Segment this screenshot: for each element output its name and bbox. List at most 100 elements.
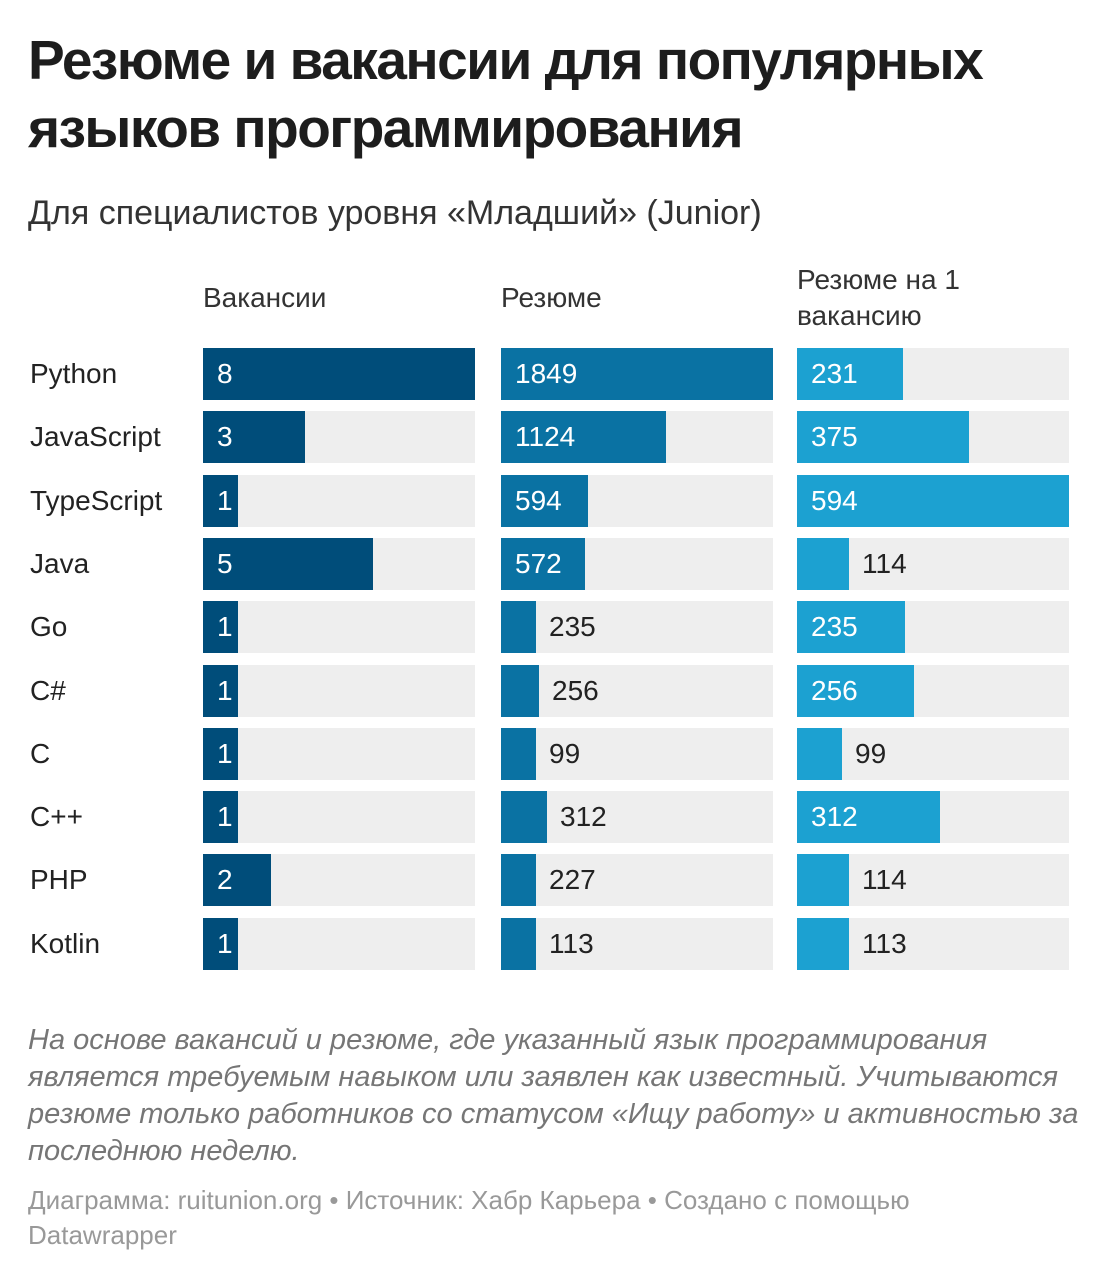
bar (501, 664, 539, 717)
bar (797, 854, 849, 907)
chart-title: Резюме и вакансии для популярных языков … (28, 29, 984, 159)
bar (203, 917, 238, 970)
bar-track: 312 (501, 791, 773, 844)
data-label: 312 (560, 801, 607, 833)
bar-track: 5 (203, 537, 475, 590)
data-label: 5 (217, 547, 233, 579)
data-label: 1 (217, 484, 233, 516)
bar (797, 474, 1069, 527)
chart-footer: Диаграмма: ruitunion.org • Источник: Хаб… (28, 1185, 910, 1250)
bar-track: 113 (501, 917, 773, 970)
bar-track: 1 (203, 474, 475, 527)
bar-track: 99 (501, 727, 773, 780)
data-label: 114 (862, 864, 907, 896)
data-label: 1 (217, 737, 233, 769)
bar-track: 227 (501, 854, 773, 907)
data-label: 227 (549, 864, 596, 896)
data-label: 113 (862, 927, 907, 959)
bar (797, 791, 940, 844)
bar-track: 114 (797, 537, 1069, 590)
chart-subtitle: Для специалистов уровня «Младший» (Junio… (28, 194, 762, 232)
bar-track: 1 (203, 601, 475, 654)
category-label: Kotlin (30, 927, 101, 959)
data-label: 99 (549, 737, 581, 769)
data-label: 235 (811, 611, 858, 643)
bar-track: 114 (797, 854, 1069, 907)
data-label: 1 (217, 801, 233, 833)
category-label: Java (30, 547, 90, 579)
column-header: Вакансии (203, 282, 327, 313)
category-label: C# (30, 674, 66, 706)
bar-track: 572 (501, 537, 773, 590)
bar (203, 474, 238, 527)
data-label: 8 (217, 358, 233, 389)
bar (501, 537, 585, 590)
bar-track: 99 (797, 727, 1069, 780)
bar-track: 1124 (501, 411, 773, 464)
data-label: 1 (217, 674, 233, 706)
bar (203, 348, 475, 400)
bar (797, 917, 849, 970)
bar-track: 235 (501, 601, 773, 654)
bar-track: 3 (203, 411, 475, 464)
bar (203, 664, 238, 717)
data-label: 594 (515, 484, 562, 516)
data-label: 1124 (515, 421, 576, 453)
bar (501, 474, 588, 527)
bar (203, 791, 238, 844)
bar-track: 2 (203, 854, 475, 907)
data-label: 256 (552, 674, 599, 706)
data-label: 594 (811, 484, 858, 516)
column-header: Резюме (501, 282, 602, 313)
data-label: 235 (549, 611, 596, 643)
bar (203, 854, 271, 907)
category-label: PHP (30, 864, 88, 896)
category-label: TypeScript (30, 484, 163, 516)
bar (797, 411, 969, 464)
bar (501, 601, 536, 654)
category-label: C++ (30, 801, 83, 833)
data-label: 312 (811, 801, 858, 833)
bar-track: 312 (797, 791, 1069, 844)
bar-track: 594 (501, 474, 773, 527)
data-label: 114 (862, 547, 907, 579)
bar-track: 256 (501, 664, 773, 717)
bar (797, 348, 903, 400)
bar (797, 727, 842, 780)
bar-track: 1849 (501, 348, 773, 400)
bar (797, 537, 849, 590)
data-label: 1 (217, 611, 233, 643)
bar-track: 1 (203, 664, 475, 717)
data-label: 1849 (515, 358, 578, 389)
data-label: 1 (217, 927, 233, 959)
bar (501, 411, 666, 464)
bar-track: 8 (203, 348, 475, 400)
bar (203, 411, 305, 464)
data-label: 3 (217, 421, 233, 453)
bar (797, 664, 914, 717)
data-label: 113 (549, 927, 594, 959)
category-label: C (30, 737, 51, 769)
category-label: JavaScript (30, 421, 161, 453)
data-label: 375 (811, 421, 858, 453)
bar-track: 235 (797, 601, 1069, 654)
bar (797, 601, 905, 654)
bar (501, 791, 547, 844)
bar (501, 917, 536, 970)
bar-track: 256 (797, 664, 1069, 717)
data-label: 256 (811, 674, 858, 706)
bar-track: 113 (797, 917, 1069, 970)
category-label: Go (30, 611, 68, 643)
bar-track: 375 (797, 411, 1069, 464)
bar-track: 594 (797, 474, 1069, 527)
bar (203, 727, 238, 780)
bar (203, 537, 373, 590)
bar (501, 348, 773, 400)
bar-track: 231 (797, 348, 1069, 400)
data-label: 231 (811, 358, 858, 389)
bar (203, 601, 238, 654)
bar-track: 1 (203, 727, 475, 780)
bar (501, 727, 536, 780)
bar-track: 1 (203, 917, 475, 970)
column-header: Резюме на 1 вакансию (797, 264, 960, 331)
